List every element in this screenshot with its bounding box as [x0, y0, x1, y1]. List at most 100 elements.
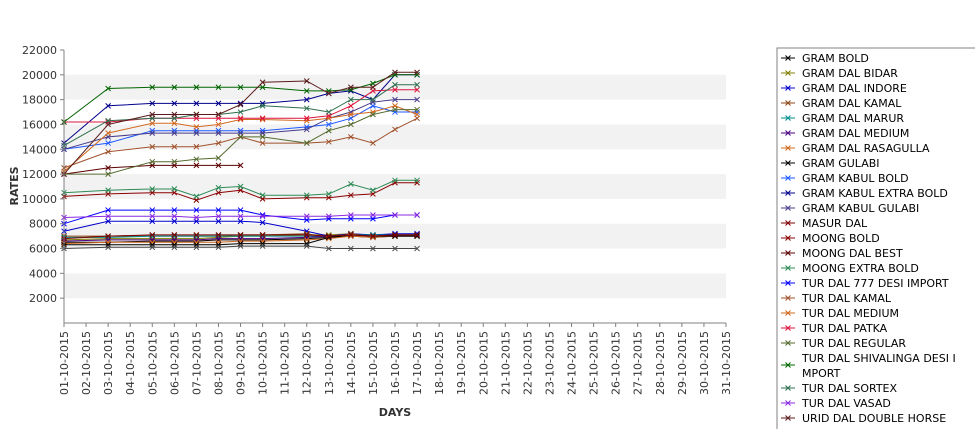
data-point-marker — [105, 218, 111, 225]
data-point-marker — [171, 127, 178, 134]
data-point-marker — [215, 130, 222, 136]
data-point-marker — [193, 193, 200, 200]
data-point-marker — [171, 130, 178, 136]
data-point-marker — [259, 134, 266, 140]
series-24 — [61, 243, 420, 252]
legend-marker — [785, 310, 791, 316]
data-point-marker — [325, 233, 332, 239]
data-point-marker — [215, 207, 222, 213]
data-point-marker — [149, 84, 156, 91]
data-point-marker — [392, 232, 398, 238]
data-point-marker — [193, 237, 200, 243]
series-line — [63, 235, 418, 245]
data-point-marker — [105, 239, 111, 246]
x-tick-label: 01-10-2015 — [58, 331, 71, 395]
data-point-marker — [414, 245, 420, 252]
data-point-marker — [171, 186, 178, 192]
data-point-marker — [237, 101, 244, 108]
legend-marker — [785, 145, 791, 151]
data-point-marker — [414, 212, 420, 218]
data-point-marker — [171, 239, 178, 246]
data-point-marker — [348, 84, 354, 91]
legend-label: TUR DAL MEDIUM — [801, 307, 899, 320]
data-point-marker — [370, 96, 376, 103]
legend-label: GRAM GULABI — [802, 157, 880, 170]
data-point-marker — [193, 143, 200, 150]
legend-marker — [785, 115, 791, 121]
data-point-marker — [325, 109, 332, 115]
data-point-marker — [171, 207, 178, 213]
x-tick-label: 06-10-2015 — [168, 331, 181, 395]
data-point-marker — [193, 162, 200, 169]
x-tick-label: 24-10-2015 — [566, 331, 579, 395]
legend-item: MOONG BOLD — [781, 232, 880, 245]
series-line — [63, 105, 418, 150]
data-point-marker — [370, 212, 376, 218]
y-tick-label: 14000 — [22, 143, 57, 156]
legend-marker — [785, 265, 791, 271]
data-point-marker — [325, 115, 332, 122]
data-point-marker — [259, 102, 266, 109]
data-point-marker — [259, 243, 266, 249]
data-point-marker — [414, 96, 420, 103]
data-point-marker — [215, 111, 222, 118]
x-tick-label: 19-10-2015 — [455, 331, 468, 395]
series-line — [63, 74, 418, 123]
x-tick-label: 04-10-2015 — [124, 331, 137, 395]
data-point-marker — [370, 187, 376, 194]
data-point-marker — [237, 115, 244, 122]
y-tick-label: 8000 — [29, 218, 57, 231]
legend-marker — [785, 130, 791, 136]
data-point-marker — [325, 138, 332, 145]
legend-item: TUR DAL REGULAR — [781, 337, 906, 350]
x-tick-label: 31-10-2015 — [720, 331, 733, 395]
legend-label: GRAM DAL KAMAL — [802, 97, 902, 110]
data-point-marker — [303, 96, 310, 103]
legend-label: TUR DAL REGULAR — [801, 337, 906, 350]
legend-label: GRAM DAL RASAGULLA — [802, 142, 930, 155]
data-point-marker — [237, 109, 244, 115]
legend-box — [776, 47, 975, 429]
data-point-marker — [193, 84, 200, 91]
data-point-marker — [414, 81, 420, 88]
legend-item: URID DAL DOUBLE HORSE — [781, 412, 946, 425]
data-point-marker — [303, 243, 310, 249]
data-point-marker — [171, 111, 178, 118]
data-point-marker — [348, 233, 354, 239]
data-point-marker — [259, 140, 266, 146]
series-line — [63, 182, 418, 201]
legend-marker — [785, 362, 791, 368]
data-point-marker — [370, 245, 376, 252]
data-point-marker — [237, 134, 244, 140]
y-tick-label: 20000 — [22, 69, 57, 82]
series-14 — [61, 177, 420, 200]
x-tick-label: 25-10-2015 — [588, 331, 601, 395]
legend-label: GRAM DAL INDORE — [802, 82, 907, 95]
data-point-marker — [149, 120, 156, 127]
x-tick-label: 17-10-2015 — [411, 331, 424, 395]
series-line — [63, 209, 418, 225]
legend-item: GRAM DAL RASAGULLA — [781, 142, 930, 155]
data-point-marker — [392, 212, 398, 218]
legend-item: GRAM BOLD — [781, 52, 869, 65]
x-tick-label: 30-10-2015 — [698, 331, 711, 395]
legend-marker — [785, 235, 791, 241]
data-point-marker — [215, 244, 222, 251]
legend-label: GRAM KABUL GULABI — [802, 202, 919, 215]
data-point-marker — [237, 243, 244, 249]
legend-label: URID DAL DOUBLE HORSE — [802, 412, 946, 425]
data-point-marker — [303, 78, 310, 84]
series-8 — [61, 102, 420, 153]
legend-item: GRAM DAL INDORE — [781, 82, 907, 95]
data-point-marker — [348, 102, 354, 109]
legend-item: TUR DAL SHIVALINGA DESI I MPORT — [781, 352, 956, 380]
data-point-marker — [193, 214, 200, 221]
data-point-marker — [171, 84, 178, 91]
x-tick-label: 23-10-2015 — [543, 331, 556, 395]
legend-label: MOONG BOLD — [802, 232, 880, 245]
data-point-marker — [303, 105, 310, 112]
data-point-marker — [215, 232, 222, 238]
data-point-marker — [237, 213, 244, 220]
legend-marker — [785, 325, 791, 331]
